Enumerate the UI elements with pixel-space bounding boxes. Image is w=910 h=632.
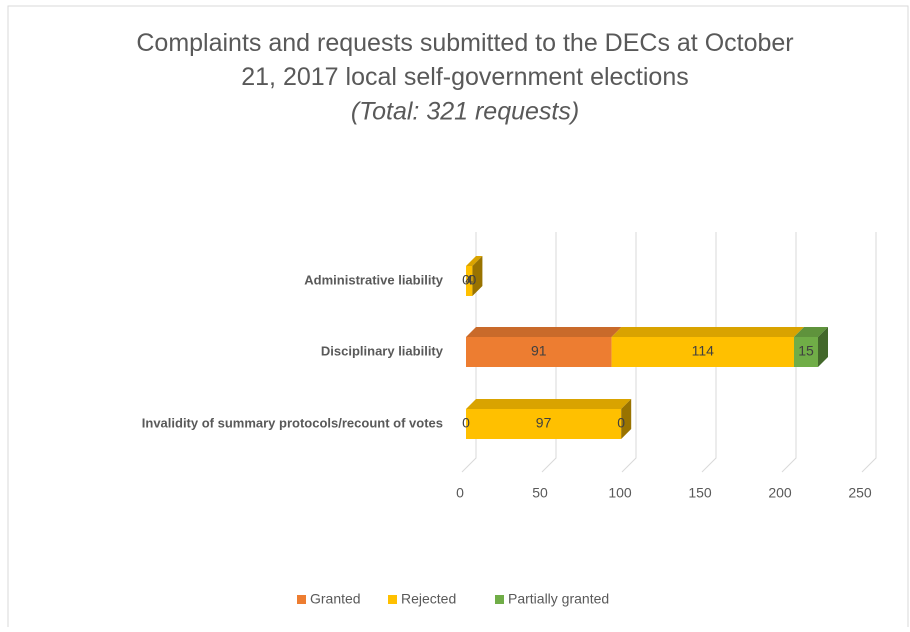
- bar: [466, 409, 622, 439]
- data-label: 4: [465, 272, 473, 288]
- data-label: 91: [531, 343, 547, 359]
- legend-swatch: [388, 595, 397, 604]
- grid-line: [861, 232, 877, 473]
- bar-side: [818, 327, 828, 367]
- chart-subtitle: (Total: 321 requests): [351, 98, 579, 126]
- bar: [611, 337, 794, 367]
- bar-top: [466, 399, 632, 409]
- legend-label: Rejected: [401, 591, 456, 607]
- bar-top: [794, 327, 828, 337]
- y-tick-label: Disciplinary liability: [321, 343, 444, 358]
- y-tick-label: Administrative liability: [304, 272, 443, 287]
- legend-swatch: [297, 595, 306, 604]
- data-label: 0: [469, 272, 477, 288]
- bar-top: [611, 327, 804, 337]
- bar-side: [472, 256, 483, 296]
- chart-title: Complaints and requests submitted to the…: [136, 29, 793, 91]
- legend-swatch: [495, 595, 504, 604]
- x-tick-label: 150: [688, 485, 712, 501]
- bar: [794, 337, 818, 367]
- legend-label: Partially granted: [508, 591, 609, 607]
- data-label: 0: [462, 272, 470, 288]
- data-label: 15: [798, 343, 814, 359]
- bar-top: [466, 256, 483, 266]
- bar: [466, 337, 612, 367]
- x-tick-label: 200: [768, 485, 792, 501]
- bar: [466, 266, 473, 296]
- y-tick-label: Invalidity of summary protocols/recount …: [142, 415, 443, 430]
- data-label: 114: [692, 343, 715, 359]
- grid-line: [701, 232, 717, 473]
- grid-line: [621, 232, 637, 473]
- bar-side: [621, 399, 632, 439]
- data-label: 97: [536, 415, 552, 431]
- grid-line: [541, 232, 557, 473]
- x-tick-label: 250: [848, 485, 872, 501]
- data-label: 0: [617, 415, 625, 431]
- title-line: Complaints and requests submitted to the…: [136, 29, 793, 57]
- legend-label: Granted: [310, 591, 361, 607]
- bar-top: [466, 327, 622, 337]
- data-label: 0: [462, 415, 470, 431]
- grid-line: [781, 232, 797, 473]
- x-tick-label: 0: [456, 485, 464, 501]
- x-tick-label: 50: [532, 485, 548, 501]
- title-line: 21, 2017 local self-government elections: [241, 63, 689, 91]
- chart-border: [7, 5, 909, 632]
- grid-line: [461, 232, 477, 473]
- x-tick-label: 100: [608, 485, 632, 501]
